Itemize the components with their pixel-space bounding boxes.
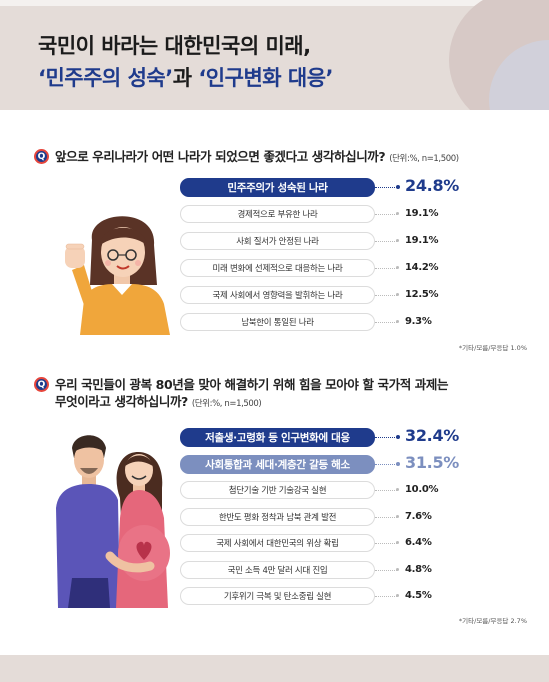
question-2-line-2: 무엇이라고 생각하십니까? (단위:%, n=1,500) (55, 393, 448, 413)
chart-1-leader-dot (396, 212, 399, 215)
chart-2-value-label: 31.5% (405, 452, 460, 472)
chart-1-leader-line (375, 268, 397, 269)
chart-1-value-label: 19.1% (405, 208, 439, 219)
chart-2-leader-dot (396, 594, 399, 597)
chart-2-leader-dot (396, 461, 400, 466)
chart-2-leader-dot (396, 567, 399, 571)
couple-illustration (56, 435, 170, 608)
footer-strip (0, 655, 549, 682)
chart-2-bar-label: 국제 사회에서 대한민국의 위상 확립 (180, 534, 375, 552)
chart-2-leader-line (375, 543, 397, 544)
chart-2-leader-dot (396, 435, 400, 439)
chart-2-value-label: 10.0% (405, 484, 439, 495)
chart-1-value-label: 9.3% (405, 316, 432, 327)
question-1-label: 앞으로 우리나라가 어떤 나라가 되었으면 좋겠다고 생각하십니까? (55, 149, 386, 164)
chart-2-leader-line (375, 490, 397, 491)
chart-1-bar-label: 미래 변화에 선제적으로 대응하는 나라 (180, 259, 375, 277)
title-highlight-population: ‘인구변화 대응’ (198, 66, 334, 90)
chart-1-value-label: 19.1% (405, 235, 439, 246)
chart-2-leader-dot (396, 514, 399, 518)
question-2-label: 무엇이라고 생각하십니까? (55, 394, 188, 409)
chart-2-bar-label: 첨단기술 기반 기술강국 실현 (180, 481, 375, 499)
q-badge-icon: Q (34, 149, 49, 164)
chart-1-leader-dot (396, 320, 399, 323)
chart-1-leader-line (375, 295, 397, 296)
chart-1-value-label: 24.8% (405, 176, 460, 195)
question-2-line-1: 우리 국민들이 광복 80년을 맞아 해결하기 위해 힘을 모아야 할 국가적 … (55, 377, 449, 392)
q-badge-icon: Q (34, 377, 49, 392)
chart-2-leader-line (375, 596, 397, 597)
chart-1-bar-label: 국제 사회에서 영향력을 발휘하는 나라 (180, 286, 375, 304)
chart-1-leader-line (375, 187, 397, 188)
chart-1-value-label: 12.5% (405, 289, 439, 300)
chart-2-bar-label: 국민 소득 4만 달러 시대 진입 (180, 560, 375, 579)
chart-2-value-label: 4.5% (405, 590, 432, 601)
chart-2-value-label: 4.8% (405, 563, 432, 575)
chart-2-leader-dot (396, 541, 399, 544)
chart-1-leader-dot (396, 239, 399, 242)
chart-1-leader-dot (396, 293, 399, 296)
chart-1-leader-line (375, 214, 397, 215)
chart-2-leader-line (375, 516, 397, 518)
chart-2-value-label: 7.6% (405, 510, 432, 522)
question-2-unit: (단위:%, n=1,500) (191, 399, 262, 409)
chart-2-leader-line (375, 569, 397, 571)
chart-1-bar-label: 남북한이 통일된 나라 (180, 313, 375, 331)
question-1: Q 앞으로 우리나라가 어떤 나라가 되었으면 좋겠다고 생각하십니까? (단위… (34, 148, 459, 168)
header-top-strip (0, 0, 549, 6)
question-1-unit: (단위:%, n=1,500) (389, 154, 459, 164)
woman-illustration (65, 216, 170, 335)
q1-footnote: *기타/모름/무응답 1.0% (458, 344, 527, 352)
chart-2-leader-dot (396, 488, 399, 491)
chart-2-bar-label: 저출생·고령화 등 인구변화에 대응 (180, 428, 375, 447)
question-1-text: 앞으로 우리나라가 어떤 나라가 되었으면 좋겠다고 생각하십니까? (단위:%… (55, 148, 459, 168)
chart-2-value-label: 32.4% (405, 426, 460, 445)
chart-1-bar-label: 경제적으로 부유한 나라 (180, 205, 375, 223)
question-2-text: 우리 국민들이 광복 80년을 맞아 해결하기 위해 힘을 모아야 할 국가적 … (55, 376, 448, 413)
question-2: Q 우리 국민들이 광복 80년을 맞아 해결하기 위해 힘을 모아야 할 국가… (34, 376, 448, 413)
chart-1-leader-line (375, 322, 397, 323)
chart-1-leader-dot (396, 266, 399, 269)
chart-2-bar-label: 사회통합과 세대·계층간 갈등 해소 (180, 454, 375, 474)
header-banner: 국민이 바라는 대한민국의 미래, ‘민주주의 성숙’과 ‘인구변화 대응’ (0, 0, 549, 110)
title-highlight-democracy: ‘민주주의 성숙’ (38, 66, 173, 90)
chart-2-value-label: 6.4% (405, 537, 432, 548)
title-conjunction: 과 (172, 66, 192, 90)
title-line-1: 국민이 바라는 대한민국의 미래, (38, 34, 311, 58)
chart-2-bar-label: 기후위기 극복 및 탄소중립 실현 (180, 587, 375, 605)
q2-footnote: *기타/모름/무응답 2.7% (458, 617, 527, 625)
chart-2-bar-label: 한반도 평화 정착과 남북 관계 발전 (180, 507, 375, 526)
chart-1-value-label: 14.2% (405, 262, 439, 273)
chart-1-leader-line (375, 241, 397, 242)
chart-1-bar-label: 사회 질서가 안정된 나라 (180, 232, 375, 250)
chart-2-leader-line (375, 437, 397, 438)
title-line-2: ‘민주주의 성숙’과 ‘인구변화 대응’ (38, 62, 334, 92)
chart-2-leader-line (375, 463, 397, 465)
chart-1-bar-label: 민주주의가 성숙된 나라 (180, 178, 375, 197)
chart-1-leader-dot (396, 185, 400, 189)
